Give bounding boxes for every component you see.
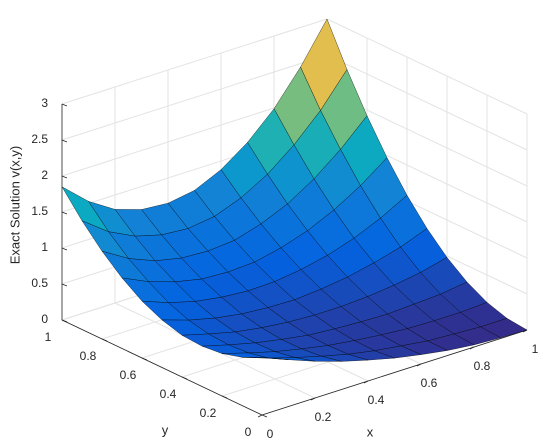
x-tick-label: 0.6 [421,376,438,390]
x-tick-label: 0 [267,427,274,441]
y-tick-label: 0 [245,425,252,439]
x-axis-label: x [367,424,374,439]
tick-mark [61,247,68,251]
tick-mark [61,283,68,287]
z-tick-label: 3 [41,96,48,110]
axis-line [261,329,528,416]
tick-mark [469,346,475,350]
tick-mark [363,380,369,384]
tick-mark [310,397,316,401]
x-tick-label: 0.4 [368,393,385,407]
y-tick-label: 0.6 [120,368,137,382]
tick-mark [61,175,68,179]
y-tick-label: 0.4 [160,387,177,401]
grid-line [61,18,328,105]
z-tick-label: 1.5 [31,204,48,218]
y-tick-label: 0.2 [200,406,217,420]
y-tick-label: 1 [45,330,52,344]
x-tick-label: 0.8 [474,359,491,373]
tick-mark [221,395,228,399]
tick-mark [101,338,108,342]
grid-line [326,18,528,115]
z-tick-label: 2.5 [31,132,48,146]
z-tick-label: 2 [41,168,48,182]
grid-line [61,54,328,141]
z-tick-label: 0.5 [31,276,48,290]
tick-mark [141,357,148,361]
y-tick-label: 0.8 [80,349,97,363]
surface-patch [241,357,289,360]
tick-mark [181,376,188,380]
tick-mark [61,139,68,143]
y-axis-label: y [162,422,169,437]
tick-mark [61,103,68,107]
tick-mark [61,319,68,323]
tick-mark [257,414,263,418]
z-axis-label: Exact Solution v(x,y) [7,146,22,265]
z-tick-label: 0 [41,312,48,326]
tick-mark [61,211,68,215]
x-tick-label: 1 [532,342,539,356]
grid-line [326,54,528,151]
x-tick-label: 0.2 [315,410,332,424]
axis-line [61,319,263,416]
tick-mark [416,363,422,367]
z-tick-label: 1 [41,240,48,254]
tick-mark [261,414,268,418]
